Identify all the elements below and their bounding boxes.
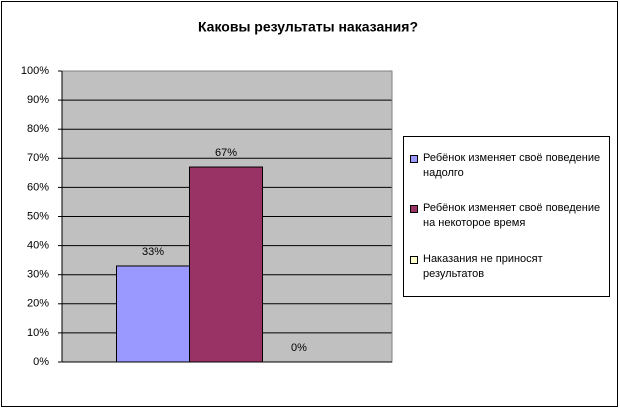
- value-label: 33%: [142, 246, 164, 258]
- y-tick-label: 40%: [27, 240, 49, 252]
- y-tick-label: 80%: [27, 123, 49, 135]
- legend-label: Ребёнок изменяет своё поведение надолго: [423, 152, 601, 180]
- value-label: 0%: [291, 342, 307, 354]
- y-tick-label: 30%: [27, 269, 49, 281]
- legend-swatch: [410, 205, 418, 214]
- chart-title: Каковы результаты наказания?: [198, 19, 418, 35]
- value-label: 67%: [215, 147, 237, 159]
- legend: Ребёнок изменяет своё поведение надолго Р…: [403, 136, 610, 297]
- legend-entry: Ребёнок изменяет своё поведение надолго: [404, 151, 609, 181]
- legend-entry: Ребёнок изменяет своё поведение на некот…: [404, 201, 609, 231]
- legend-label: Наказания не приносят результатов: [423, 252, 543, 280]
- legend-swatch: [410, 255, 418, 264]
- y-tick-label: 90%: [27, 94, 49, 106]
- y-tick-label: 60%: [27, 181, 49, 193]
- y-tick-label: 0%: [33, 356, 49, 368]
- legend-swatch: [410, 155, 418, 164]
- bar: [116, 265, 190, 363]
- y-tick-label: 100%: [21, 65, 49, 77]
- legend-entry: Наказания не приносят результатов: [404, 252, 609, 282]
- bar: [189, 166, 263, 363]
- y-tick-label: 10%: [27, 327, 49, 339]
- y-tick-label: 70%: [27, 152, 49, 164]
- y-tick-label: 20%: [27, 298, 49, 310]
- y-tick-label: 50%: [27, 210, 49, 222]
- legend-label: Ребёнок изменяет своё поведение на некот…: [423, 202, 601, 230]
